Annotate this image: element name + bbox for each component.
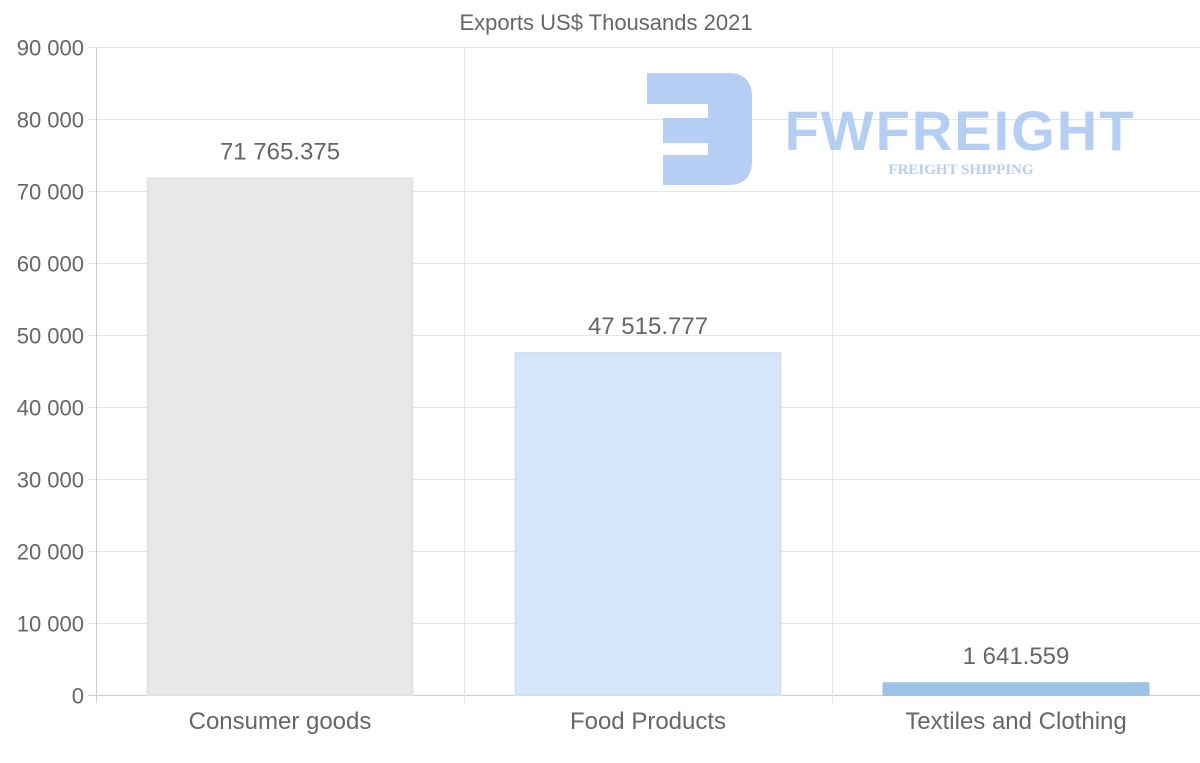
- y-tick-label: 70 000: [17, 180, 84, 205]
- svg-text:FWFREIGHT: FWFREIGHT: [785, 99, 1136, 162]
- fwfreight-logo-watermark: FWFREIGHT FREIGHT SHIPPING: [647, 73, 1136, 185]
- x-tick-label: Food Products: [570, 708, 726, 735]
- y-tick-label: 40 000: [17, 396, 84, 421]
- y-tick-label: 20 000: [17, 540, 84, 565]
- data-label: 1 641.559: [963, 643, 1070, 670]
- x-tick-label: Consumer goods: [189, 708, 372, 735]
- y-tick-label: 90 000: [17, 36, 84, 61]
- chart-title: Exports US$ Thousands 2021: [459, 10, 752, 35]
- y-tick-label: 80 000: [17, 108, 84, 133]
- y-tick-label: 0: [72, 684, 84, 709]
- bar-textiles-and-clothing: [882, 682, 1150, 697]
- y-tick-label: 10 000: [17, 612, 84, 637]
- svg-text:FREIGHT SHIPPING: FREIGHT SHIPPING: [888, 162, 1033, 178]
- bar-food-products: [514, 351, 782, 696]
- y-tick-label: 50 000: [17, 324, 84, 349]
- data-label: 47 515.777: [588, 313, 708, 340]
- x-tick-label: Textiles and Clothing: [905, 708, 1126, 735]
- y-tick-label: 30 000: [17, 468, 84, 493]
- data-label: 71 765.375: [220, 138, 340, 165]
- bar-consumer-goods: [146, 177, 414, 696]
- logo-mark-icon: [647, 73, 752, 185]
- y-tick-label: 60 000: [17, 252, 84, 277]
